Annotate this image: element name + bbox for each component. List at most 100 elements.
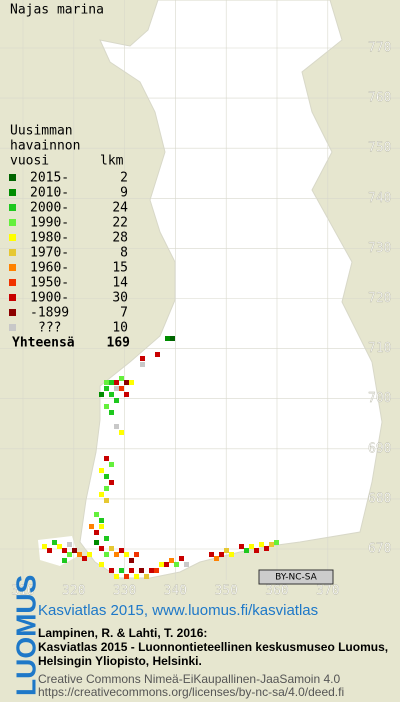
occurrence-square [154, 568, 159, 573]
legend-swatch [9, 174, 16, 181]
legend-label: 1900- [30, 291, 69, 306]
legend-count: 15 [112, 261, 128, 276]
occurrence-square [82, 556, 87, 561]
legend-swatch [9, 189, 16, 196]
legend-label: 2000- [30, 201, 69, 216]
grid-y-label: 750 [368, 141, 391, 156]
occurrence-square [67, 552, 72, 557]
occurrence-square [219, 552, 224, 557]
occurrence-square [224, 548, 229, 553]
grid-y-label: 720 [368, 291, 391, 306]
occurrence-square [42, 544, 47, 549]
occurrence-square [104, 380, 109, 385]
occurrence-square [119, 568, 124, 573]
grid-y-label: 710 [368, 341, 391, 356]
occurrence-square [244, 548, 249, 553]
occurrence-square [94, 530, 99, 535]
legend-header: havainnon [10, 139, 80, 154]
logo: LUOMUS [10, 575, 41, 696]
occurrence-square [114, 386, 119, 391]
license-badge-text: BY-NC-SA [275, 573, 318, 583]
legend-header: lkm [100, 154, 124, 169]
grid-y-label: 740 [368, 191, 391, 206]
legend-label: 1950- [30, 276, 69, 291]
footer-headline: Kasviatlas 2015, www.luomus.fi/kasviatla… [38, 602, 318, 619]
occurrence-square [104, 552, 109, 557]
occurrence-square [57, 544, 62, 549]
occurrence-square [99, 546, 104, 551]
grid-y-label: 690 [368, 441, 391, 456]
legend-label: 1960- [30, 261, 69, 276]
grid-x-label: 360 [265, 584, 288, 599]
occurrence-square [114, 574, 119, 579]
legend-count: 2 [120, 171, 128, 186]
legend-count: 30 [112, 291, 128, 306]
occurrence-square [269, 542, 274, 547]
occurrence-square [124, 380, 129, 385]
legend-label: -1899 [30, 306, 69, 321]
occurrence-square [114, 380, 119, 385]
legend-swatch [9, 234, 16, 241]
observation-squares [42, 336, 279, 579]
legend-swatch [9, 204, 16, 211]
occurrence-square [229, 552, 234, 557]
occurrence-square [114, 424, 119, 429]
occurrence-square [99, 492, 104, 497]
occurrence-square [67, 542, 72, 547]
legend-swatch [9, 294, 16, 301]
grid-y-label: 760 [368, 91, 391, 106]
occurrence-square [124, 552, 129, 557]
legend-count: 9 [120, 186, 128, 201]
legend-header: vuosi [10, 154, 49, 169]
occurrence-square [124, 574, 129, 579]
occurrence-square [155, 352, 160, 357]
citation: Lampinen, R. & Lahti, T. 2016: [38, 626, 207, 640]
grid-y-label: 730 [368, 241, 391, 256]
occurrence-square [104, 456, 109, 461]
grid-x-label: 310 [11, 584, 34, 599]
grid-x-label: 330 [113, 584, 136, 599]
legend-label: 2015- [30, 171, 69, 186]
grid-x-label: 370 [316, 584, 339, 599]
occurrence-square [170, 336, 175, 341]
occurrence-square [134, 552, 139, 557]
legend-swatch [9, 324, 16, 331]
occurrence-square [239, 544, 244, 549]
occurrence-square [77, 552, 82, 557]
occurrence-square [254, 548, 259, 553]
occurrence-square [104, 486, 109, 491]
occurrence-square [72, 548, 77, 553]
occurrence-square [109, 410, 114, 415]
occurrence-square [124, 392, 129, 397]
legend-swatch [9, 264, 16, 271]
occurrence-square [104, 498, 109, 503]
legend-swatch [9, 249, 16, 256]
occurrence-square [119, 430, 124, 435]
occurrence-square [140, 362, 145, 367]
grid-x-label: 320 [62, 584, 85, 599]
occurrence-square [109, 546, 114, 551]
occurrence-square [149, 568, 154, 573]
occurrence-square [159, 562, 164, 567]
occurrence-square [109, 392, 114, 397]
occurrence-square [169, 558, 174, 563]
occurrence-square [209, 552, 214, 557]
occurrence-square [109, 380, 114, 385]
grid-x-label: 350 [214, 584, 237, 599]
legend-label: ??? [38, 321, 61, 336]
legend-label: 1970- [30, 246, 69, 261]
legend-label: 1980- [30, 231, 69, 246]
legend-count: 28 [112, 231, 128, 246]
occurrence-square [99, 392, 104, 397]
occurrence-square [249, 544, 254, 549]
occurrence-square [140, 356, 145, 361]
grid-y-label: 770 [368, 41, 391, 56]
occurrence-square [179, 556, 184, 561]
occurrence-square [119, 376, 124, 381]
occurrence-square [99, 524, 104, 529]
occurrence-square [109, 480, 114, 485]
occurrence-square [129, 568, 134, 573]
occurrence-square [184, 562, 189, 567]
occurrence-square [164, 562, 169, 567]
